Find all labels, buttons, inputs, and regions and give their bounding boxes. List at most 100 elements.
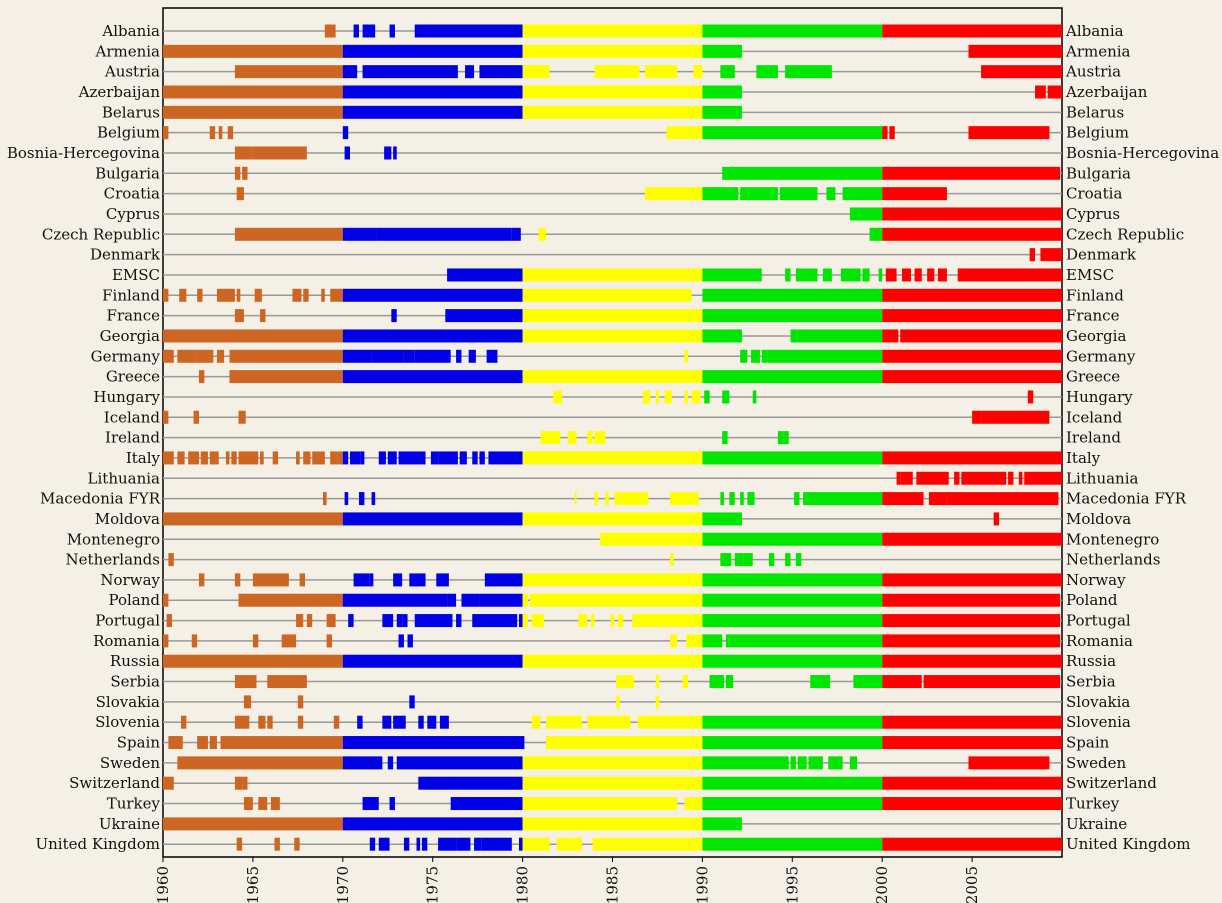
timeline-segment xyxy=(229,349,343,363)
timeline-segment xyxy=(1035,85,1046,99)
timeline-segment xyxy=(163,85,343,99)
timeline-segment xyxy=(407,634,413,648)
country-row: Bosnia-Hercegovina Bosnia-Hercegovina xyxy=(7,144,1219,162)
country-label-left: Bosnia-Hercegovina xyxy=(7,144,160,162)
timeline-segment xyxy=(342,65,358,79)
timeline-segment xyxy=(443,349,451,363)
timeline-segment xyxy=(954,471,960,485)
timeline-segment xyxy=(720,65,735,79)
country-row: Denmark Denmark xyxy=(90,246,1137,264)
timeline-segment xyxy=(556,837,575,851)
timeline-segment xyxy=(587,715,631,729)
timeline-segment xyxy=(644,65,678,79)
country-label-left: Moldova xyxy=(95,510,160,528)
country-row: Iceland Iceland xyxy=(104,408,1123,426)
timeline-segment xyxy=(398,451,426,465)
country-label-left: Denmark xyxy=(90,246,161,264)
timeline-segment xyxy=(828,756,843,770)
timeline-segment xyxy=(369,837,376,851)
timeline-segment xyxy=(666,126,703,140)
timeline-segment xyxy=(481,837,512,851)
timeline-segment xyxy=(260,451,264,465)
timeline-segment xyxy=(822,268,832,282)
timeline-segment xyxy=(594,431,606,445)
timeline-segment xyxy=(670,634,678,648)
timeline-segment xyxy=(416,837,421,851)
country-label-left: Finland xyxy=(102,286,160,304)
timeline-segment xyxy=(882,207,1062,221)
timeline-segment xyxy=(795,553,802,567)
timeline-segment xyxy=(209,451,219,465)
timeline-segment xyxy=(900,471,913,485)
country-label-right: Serbia xyxy=(1066,673,1116,691)
timeline-segment xyxy=(522,837,550,851)
timeline-segment xyxy=(878,268,883,282)
country-label-left: Macedonia FYR xyxy=(40,490,161,508)
timeline-segment xyxy=(803,492,883,506)
country-label-left: Montenegro xyxy=(67,530,160,548)
timeline-segment xyxy=(553,390,563,404)
timeline-segment xyxy=(330,288,343,302)
country-label-right: Austria xyxy=(1065,63,1121,81)
timeline-segment xyxy=(220,736,343,750)
timeline-segment xyxy=(342,654,523,668)
country-row: Russia Russia xyxy=(110,652,1116,670)
timeline-segment xyxy=(916,471,949,485)
timeline-segment xyxy=(722,431,728,445)
country-row: Armenia Armenia xyxy=(94,42,1130,60)
timeline-segment xyxy=(567,431,577,445)
timeline-segment xyxy=(168,736,183,750)
timeline-segment xyxy=(234,715,250,729)
country-row: Finland Finland xyxy=(102,286,1124,304)
timeline-segment xyxy=(655,675,660,689)
country-label-right: Norway xyxy=(1066,571,1126,589)
timeline-segment xyxy=(752,390,757,404)
timeline-segment xyxy=(197,736,208,750)
timeline-segment xyxy=(862,675,883,689)
timeline-segment xyxy=(725,675,733,689)
timeline-segment xyxy=(403,837,410,851)
country-label-left: Belarus xyxy=(102,103,160,121)
timeline-segment xyxy=(258,797,268,811)
timeline-segment xyxy=(238,451,259,465)
x-tick-label: 1960 xyxy=(154,866,172,903)
timeline-segment xyxy=(371,349,404,363)
country-label-left: Serbia xyxy=(110,673,160,691)
timeline-segment xyxy=(522,309,703,323)
timeline-segment xyxy=(1018,471,1023,485)
timeline-segment xyxy=(702,776,883,790)
timeline-segment xyxy=(459,451,467,465)
timeline-segment xyxy=(981,65,1062,79)
timeline-segment xyxy=(702,105,742,119)
timeline-segment xyxy=(686,634,703,648)
country-row: France France xyxy=(107,307,1120,325)
timeline-segment xyxy=(369,573,374,587)
country-label-right: Belgium xyxy=(1066,124,1129,142)
timeline-segment xyxy=(362,797,379,811)
x-axis-ticks: 1960 1965 1970 1975 1980 1985 1990 1995 2000 2005 xyxy=(154,857,981,903)
country-row: Portugal Portugal xyxy=(95,612,1131,630)
timeline-segment xyxy=(200,451,208,465)
timeline-segment xyxy=(882,329,899,343)
timeline-segment xyxy=(968,44,1062,58)
timeline-segment xyxy=(882,675,922,689)
timeline-segment xyxy=(610,614,615,628)
timeline-segment xyxy=(599,532,703,546)
timeline-segment xyxy=(626,675,635,689)
country-label-right: EMSC xyxy=(1066,266,1114,284)
timeline-segment xyxy=(531,614,545,628)
timeline-segment xyxy=(882,309,1062,323)
timeline-segment xyxy=(188,451,199,465)
timeline-segment xyxy=(768,553,775,567)
country-label-right: Croatia xyxy=(1066,185,1122,203)
country-label-right: Ireland xyxy=(1066,429,1121,447)
country-label-left: United Kingdom xyxy=(36,835,161,853)
timeline-segment xyxy=(238,410,246,424)
timeline-segment xyxy=(578,614,588,628)
timeline-segment xyxy=(702,44,742,58)
country-label-right: Montenegro xyxy=(1066,530,1159,548)
timeline-segment xyxy=(450,797,523,811)
timeline-segment xyxy=(702,593,883,607)
timeline-segment xyxy=(418,776,523,790)
timeline-segment xyxy=(486,349,498,363)
